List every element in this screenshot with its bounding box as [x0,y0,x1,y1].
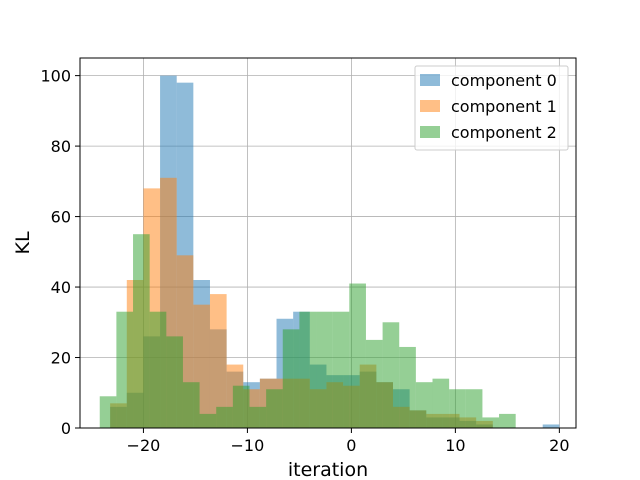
histogram-bar [432,378,450,428]
legend-swatch [420,100,440,112]
histogram-bar [182,382,200,428]
x-tick-label: −20 [127,436,161,455]
histogram-bar [199,413,217,428]
y-tick-label: 80 [51,137,71,156]
y-axis-label: KL [12,231,34,254]
histogram-bar [116,311,134,428]
y-axis-ticks: 0 20 40 60 80 100 [40,67,80,438]
legend-label: component 0 [451,71,557,90]
plot-frame [79,57,577,429]
x-tick-label: 0 [346,436,356,455]
y-tick-label: 0 [61,419,71,438]
histogram-bar [382,322,400,428]
series-2-bars [99,234,516,428]
histogram-bar [449,389,466,428]
histogram-bar [232,385,250,428]
x-tick-label: 10 [445,436,465,455]
histogram-bar [282,329,300,428]
histogram-bar [332,311,350,428]
legend-swatch [420,126,440,138]
y-tick-label: 20 [51,349,71,368]
histogram-bar [149,311,167,428]
x-tick-label: −10 [231,436,265,455]
histogram-bar [542,424,560,428]
histogram-bar [299,311,317,428]
histogram-bar [365,339,383,428]
histogram-bar [266,389,283,428]
legend-label: component 1 [451,97,557,116]
histogram-bar [133,234,150,428]
histogram-bar [349,283,366,428]
y-tick-label: 60 [51,208,71,227]
histogram-bar [209,294,227,428]
histogram-bar [399,346,416,428]
legend-label: component 2 [451,123,557,142]
histogram-bars [99,75,560,429]
histogram-bar [216,406,233,428]
histogram-bar [499,413,516,428]
legend: component 0 component 1 component 2 [414,65,569,151]
histogram-bar [249,406,267,428]
y-tick-label: 40 [51,278,71,297]
x-axis-label: iteration [288,459,368,480]
legend-box [414,65,569,151]
x-tick-label: 20 [549,436,569,455]
legend-swatch [420,74,440,86]
histogram-bar [99,396,117,428]
x-axis-ticks: −20 −10 0 10 20 [127,428,570,455]
histogram-bar [415,382,433,428]
y-tick-label: 100 [40,67,71,86]
histogram-bar [465,389,483,428]
histogram-bar [166,336,183,428]
histogram-bar [482,417,500,428]
histogram-bar [316,311,333,428]
